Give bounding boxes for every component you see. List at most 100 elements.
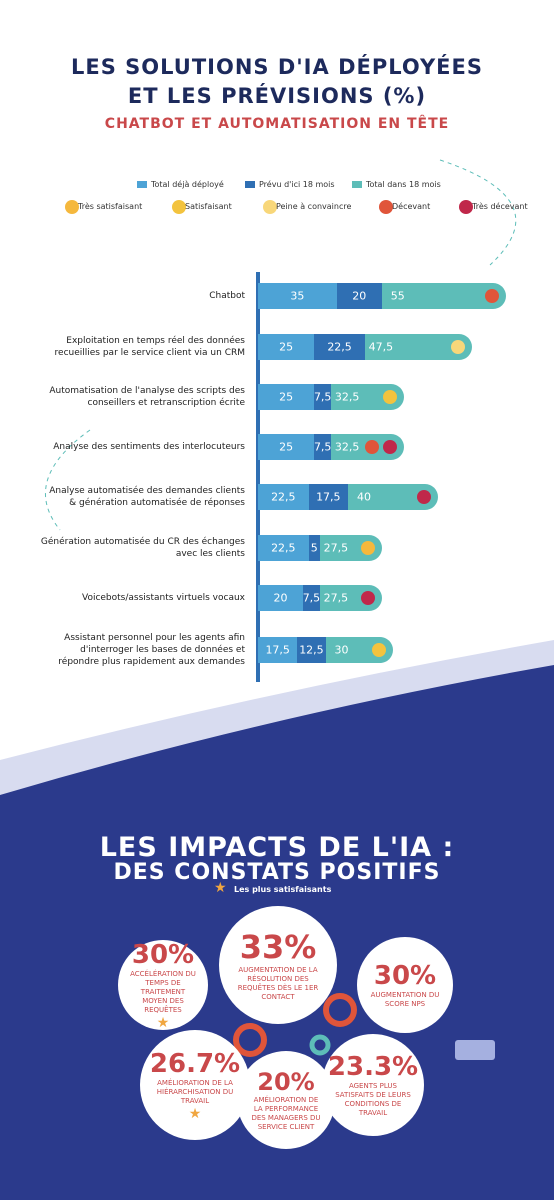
value-label: 12,5 (299, 643, 324, 657)
rating-face (459, 200, 473, 214)
legend-swatch (137, 181, 147, 188)
impact-circle: 33% AUGMENTATION DE LA RÉSOLUTION DES REQ… (219, 906, 337, 1024)
category-label: Automatisation de l'analyse des scripts … (49, 386, 245, 408)
impact-circle: 30% AUGMENTATION DU SCORE NPS (357, 937, 453, 1033)
subtitle: CHATBOT ET AUTOMATISATION EN TÊTE (104, 116, 450, 132)
bar-segment (258, 434, 315, 460)
impact-text: AGENTS PLUS SATISFAITS DE LEURS CONDITIO… (335, 1082, 411, 1117)
legend-label: Prévu d'ici 18 mois (259, 180, 335, 189)
bar-segment (258, 334, 315, 360)
impacts-title: LES IMPACTS DE L'IA : (99, 832, 455, 863)
value-label: 32,5 (334, 440, 360, 454)
category-label: Chatbot (209, 291, 245, 301)
dash-path (45, 429, 91, 531)
impact-value: 23.3% (327, 1052, 419, 1082)
impact-text: AMÉLIORATION DE LA PERFORMANCE DES MANAG… (251, 1096, 321, 1131)
rating-face (360, 591, 375, 605)
gear (309, 1034, 331, 1056)
bar-segment (336, 283, 382, 309)
bar-segment (258, 484, 309, 510)
bubble (455, 1040, 495, 1060)
value-label: 22,5 (327, 340, 352, 354)
impact-text: AMÉLIORATION DE LA HIÉRARCHISATION DU TR… (156, 1078, 234, 1105)
value-label: 5 (310, 541, 318, 555)
impact-value: 20% (257, 1068, 315, 1096)
value-label: 25 (279, 390, 294, 404)
star: ★ (188, 1105, 202, 1122)
impact-value: 26.7% (149, 1048, 241, 1079)
value-label: 32,5 (334, 390, 360, 404)
title: LES SOLUTIONS D'IA DÉPLOYÉES (71, 55, 483, 79)
bar-segment (258, 384, 315, 410)
bar-segment (258, 283, 337, 309)
value-label: 47,5 (368, 340, 394, 354)
value-label: 22,5 (271, 490, 296, 504)
value-label: 17,5 (316, 490, 341, 504)
value-label: 17,5 (265, 643, 290, 657)
category-label: Assistant personnel pour les agents afin… (58, 633, 245, 667)
rating-face (65, 200, 79, 214)
legend-label: Total déjà déployé (151, 180, 224, 189)
rating-face (365, 440, 380, 454)
bar-segment (314, 384, 332, 410)
value-label: 7,5 (313, 390, 332, 404)
title: ET LES PRÉVISIONS (%) (127, 84, 427, 108)
value-label: 22,5 (271, 541, 296, 555)
rating-label: Très décevant (472, 202, 528, 211)
dash-path (439, 159, 517, 266)
star: ★ (156, 1014, 170, 1031)
category-label: Analyse des sentiments des interlocuteur… (53, 442, 245, 452)
value-label: 20 (273, 591, 288, 605)
value-label: 27,5 (323, 541, 349, 555)
bar-segment (314, 334, 365, 360)
value-label: 40 (357, 490, 371, 504)
value-label: 25 (279, 340, 294, 354)
gear (323, 993, 357, 1027)
value-label: 27,5 (323, 591, 349, 605)
impact-circle: 20% AMÉLIORATION DE LA PERFORMANCE DES MA… (237, 1051, 335, 1149)
bar-segment (258, 585, 303, 611)
value-label: 25 (279, 440, 294, 454)
bar-segment (308, 535, 320, 561)
legend-swatch (245, 181, 255, 188)
impact-text: AUGMENTATION DE LA RÉSOLUTION DES REQUÊT… (237, 966, 319, 1001)
rating-face (450, 340, 465, 354)
category-label: Voicebots/assistants virtuels vocaux (81, 593, 245, 603)
rating-face (172, 200, 186, 214)
band-edge (0, 640, 554, 795)
rating-face (263, 200, 277, 214)
rating-label: Peine à convaincre (276, 202, 352, 211)
rating-face (379, 200, 393, 214)
rating-face (417, 490, 431, 504)
value-label: 20 (352, 289, 367, 303)
rating-face (372, 643, 386, 657)
impact-value: 30% (131, 939, 195, 970)
impact-text: ACCÉLÉRATION DU TEMPS DE TRAITEMENT MOYE… (130, 969, 196, 1014)
star: ★ (214, 880, 227, 896)
rating-face (383, 440, 398, 454)
rating-label: Très satisfaisant (78, 202, 143, 211)
bar-segment (258, 535, 309, 561)
category-label: Génération automatisée du CR des échange… (40, 537, 245, 559)
rating-label: Décevant (392, 202, 431, 211)
impact-circle: 23.3% AGENTS PLUS SATISFAITS DE LEURS CON… (322, 1034, 424, 1136)
bar-segment (303, 585, 320, 611)
gear (233, 1023, 267, 1057)
rating-face (484, 289, 499, 303)
value-label: 30 (334, 643, 349, 657)
legend-swatch (352, 181, 362, 188)
rating-face (383, 390, 398, 404)
bar-segment (258, 637, 298, 663)
category-label: Exploitation en temps réel des données r… (54, 336, 245, 358)
bar-segment (308, 484, 348, 510)
value-label: 55 (390, 289, 405, 303)
value-label: 7,5 (313, 440, 332, 454)
value-label: 7,5 (302, 591, 321, 605)
impact-circle: 26.7% AMÉLIORATION DE LA HIÉRARCHISATION … (140, 1030, 250, 1140)
impact-value: 30% (373, 961, 437, 991)
legend-label: Total dans 18 mois (366, 180, 441, 189)
category-label: Analyse automatisée des demandes clients… (49, 486, 245, 508)
bar-segment (314, 434, 332, 460)
rating-face (360, 541, 375, 555)
